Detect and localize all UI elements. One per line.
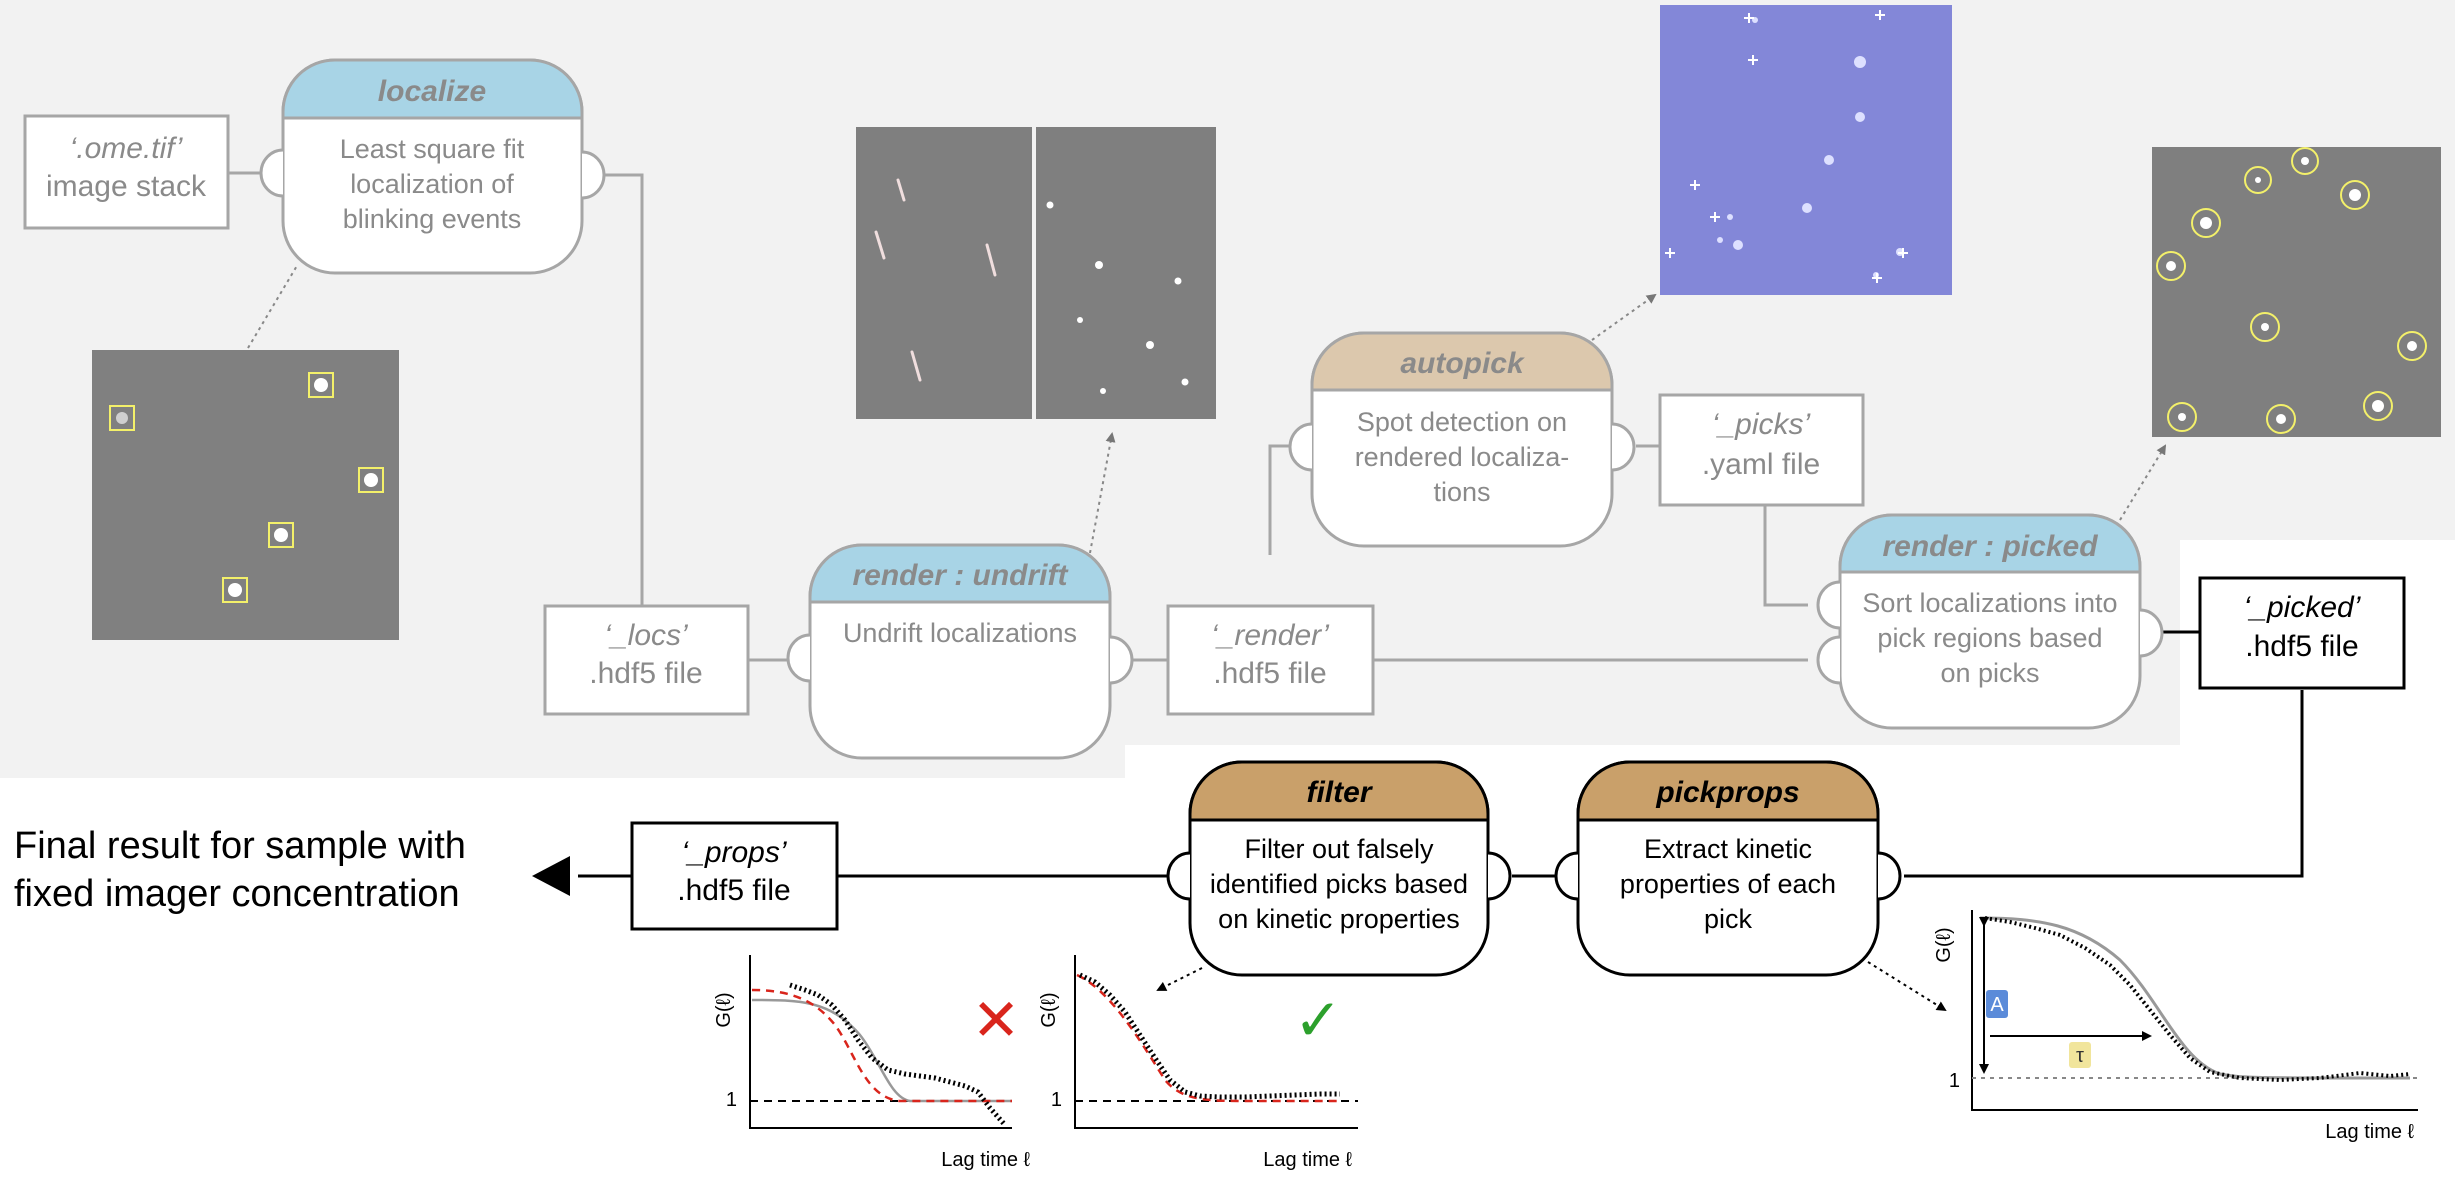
step-pickprops-line: Extract kinetic xyxy=(1644,834,1812,864)
file-render: ‘_render’ .hdf5 file xyxy=(1166,604,1375,716)
step-localize-line: Least square fit xyxy=(340,134,525,164)
file-ome-tif-type: image stack xyxy=(46,170,207,203)
plot-props-amp-label: A xyxy=(1990,994,2004,1016)
autopick-crosses xyxy=(1665,10,1908,283)
file-picks: ‘_picks’ .yaml file xyxy=(1658,393,1865,507)
step-filter-line: identified picks based xyxy=(1210,869,1468,899)
step-localize: localize Least square fit localization o… xyxy=(259,58,606,275)
file-picks-name: ‘_picks’ xyxy=(1712,408,1812,441)
file-picked: ‘_picked’ .hdf5 file xyxy=(2198,576,2406,690)
file-props-type: .hdf5 file xyxy=(677,874,790,907)
autopick-image xyxy=(1660,5,1952,295)
plot-good-ylabel: G(ℓ) xyxy=(1038,992,1060,1027)
step-undrift-title: render : undrift xyxy=(853,559,1070,592)
step-autopick-title: autopick xyxy=(1400,347,1525,380)
step-picked: render : picked Sort localizations into … xyxy=(1816,513,2164,730)
step-pickprops-title: pickprops xyxy=(1655,776,1799,809)
step-undrift: render : undrift Undrift localizations xyxy=(786,543,1134,760)
step-localize-title: localize xyxy=(378,75,486,108)
step-pickprops-line: properties of each xyxy=(1620,869,1836,899)
step-pickprops-line: pick xyxy=(1704,904,1753,934)
arrow-left-icon xyxy=(532,856,570,896)
raw-spots xyxy=(109,372,384,603)
plot-good-y1: 1 xyxy=(1051,1089,1062,1111)
step-autopick-line: rendered localiza- xyxy=(1355,442,1570,472)
plot-good-xlabel: Lag time ℓ xyxy=(1263,1149,1352,1171)
undrifted-spots xyxy=(1046,201,1189,394)
step-picked-line: pick regions based xyxy=(1877,623,2102,653)
dotted-arrows-bottom xyxy=(1156,961,1947,1012)
plot-props-y1: 1 xyxy=(1949,1070,1960,1092)
plot-props-tau-label: τ xyxy=(2076,1045,2084,1067)
plot-bad-y1: 1 xyxy=(726,1089,737,1111)
raw-image-stack xyxy=(92,350,399,640)
check-icon: ✓ xyxy=(1294,988,1343,1053)
plot-props-ylabel: G(ℓ) xyxy=(1933,927,1955,962)
file-props-name: ‘_props’ xyxy=(681,836,787,869)
step-picked-line: on picks xyxy=(1940,658,2039,688)
file-picks-type: .yaml file xyxy=(1702,448,1820,481)
file-props: ‘_props’ .hdf5 file xyxy=(630,821,839,931)
undrift-images xyxy=(856,127,1216,419)
step-autopick-line: tions xyxy=(1433,477,1490,507)
step-picked-title: render : picked xyxy=(1882,530,2098,563)
step-autopick: autopick Spot detection on rendered loca… xyxy=(1288,331,1636,548)
step-filter-title: filter xyxy=(1306,776,1373,809)
plot-bad-fit: 1 G(ℓ) Lag time ℓ ✕ xyxy=(713,955,1031,1171)
step-localize-line: localization of xyxy=(350,169,514,199)
cross-icon: ✕ xyxy=(972,988,1021,1053)
plot-bad-xlabel: Lag time ℓ xyxy=(941,1149,1030,1171)
pick-circles xyxy=(2156,147,2427,434)
dark-connectors xyxy=(578,630,2304,878)
file-ome-tif-name: ‘.ome.tif’ xyxy=(70,132,184,165)
step-localize-line: blinking events xyxy=(343,204,522,234)
plot-props-xlabel: Lag time ℓ xyxy=(2325,1121,2414,1143)
final-result-line1: Final result for sample with xyxy=(14,825,466,867)
dotted-arrows-top xyxy=(247,263,2167,554)
final-result-line2: fixed imager concentration xyxy=(14,873,460,915)
step-undrift-line: Undrift localizations xyxy=(843,618,1077,648)
file-render-name: ‘_render’ xyxy=(1211,619,1330,652)
plot-props: A τ 1 G(ℓ) Lag time ℓ xyxy=(1933,910,2418,1143)
plot-good-fit: 1 G(ℓ) Lag time ℓ ✓ xyxy=(1038,955,1358,1171)
drifted-streaks xyxy=(874,178,997,382)
step-filter: filter Filter out falsely identified pic… xyxy=(1166,760,1512,977)
step-pickprops: pickprops Extract kinetic properties of … xyxy=(1554,760,1902,977)
file-render-type: .hdf5 file xyxy=(1213,657,1326,690)
step-filter-line: Filter out falsely xyxy=(1244,834,1434,864)
step-autopick-line: Spot detection on xyxy=(1357,407,1567,437)
step-filter-line: on kinetic properties xyxy=(1218,904,1460,934)
file-locs-type: .hdf5 file xyxy=(589,657,702,690)
file-picked-name: ‘_picked’ xyxy=(2244,591,2362,624)
picked-image xyxy=(2152,147,2441,437)
file-locs: ‘_locs’ .hdf5 file xyxy=(543,604,750,716)
plot-bad-ylabel: G(ℓ) xyxy=(713,992,735,1027)
file-picked-type: .hdf5 file xyxy=(2245,630,2358,663)
picked-spots xyxy=(2166,157,2417,424)
file-locs-name: ‘_locs’ xyxy=(604,619,689,652)
file-ome-tif: ‘.ome.tif’ image stack xyxy=(23,114,230,230)
step-picked-line: Sort localizations into xyxy=(1862,588,2117,618)
